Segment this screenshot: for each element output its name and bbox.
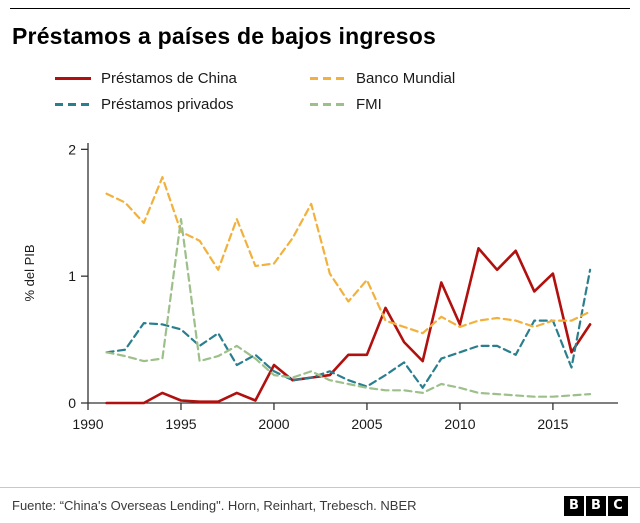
legend-item: Banco Mundial bbox=[310, 70, 640, 87]
legend-swatch-privados bbox=[55, 103, 91, 106]
chart-legend: Préstamos de China Préstamos privados Ba… bbox=[55, 70, 640, 113]
bbc-logo-letter: B bbox=[564, 495, 584, 516]
legend-label-china: Préstamos de China bbox=[101, 70, 237, 87]
x-tick-label: 2010 bbox=[444, 416, 475, 432]
bbc-logo-letter: B bbox=[586, 495, 606, 516]
series-china bbox=[105, 247, 592, 405]
chart-area: 0 1 2 1990 1995 2000 2005 2010 2015 % del PIB bbox=[14, 127, 640, 454]
legend-swatch-banco-mundial bbox=[310, 77, 346, 80]
page-title: Préstamos a países de bajos ingresos bbox=[12, 23, 436, 49]
source-credit: Fuente: “China's Overseas Lending". Horn… bbox=[12, 498, 417, 513]
y-axis-label: % del PIB bbox=[22, 244, 37, 301]
legend-swatch-china bbox=[55, 77, 91, 80]
legend-label-banco-mundial: Banco Mundial bbox=[356, 70, 456, 87]
legend-item: Préstamos de China bbox=[55, 70, 310, 87]
bbc-logo: B B C bbox=[564, 495, 628, 516]
x-tick-label: 2005 bbox=[351, 416, 382, 432]
series-fmi bbox=[105, 217, 592, 398]
x-tick-label: 2015 bbox=[537, 416, 568, 432]
bbc-logo-letter: C bbox=[608, 495, 628, 516]
legend-swatch-fmi bbox=[310, 103, 346, 106]
line-chart-svg: 0 1 2 1990 1995 2000 2005 2010 2015 % del PIB bbox=[22, 141, 618, 432]
legend-label-privados: Préstamos privados bbox=[101, 96, 234, 113]
top-divider bbox=[10, 8, 630, 9]
x-tick-label: 1990 bbox=[72, 416, 103, 432]
legend-item: Préstamos privados bbox=[55, 96, 310, 113]
x-tick-label: 1995 bbox=[165, 416, 196, 432]
legend-item: FMI bbox=[310, 96, 640, 113]
y-tick-label: 1 bbox=[68, 268, 76, 284]
legend-label-fmi: FMI bbox=[356, 96, 382, 113]
x-tick-label: 2000 bbox=[258, 416, 289, 432]
series-banco-mundial bbox=[105, 176, 592, 335]
y-tick-label: 0 bbox=[68, 395, 76, 411]
series-privados bbox=[105, 268, 592, 389]
footer: Fuente: “China's Overseas Lending". Horn… bbox=[0, 487, 640, 523]
y-tick-label: 2 bbox=[68, 141, 76, 157]
